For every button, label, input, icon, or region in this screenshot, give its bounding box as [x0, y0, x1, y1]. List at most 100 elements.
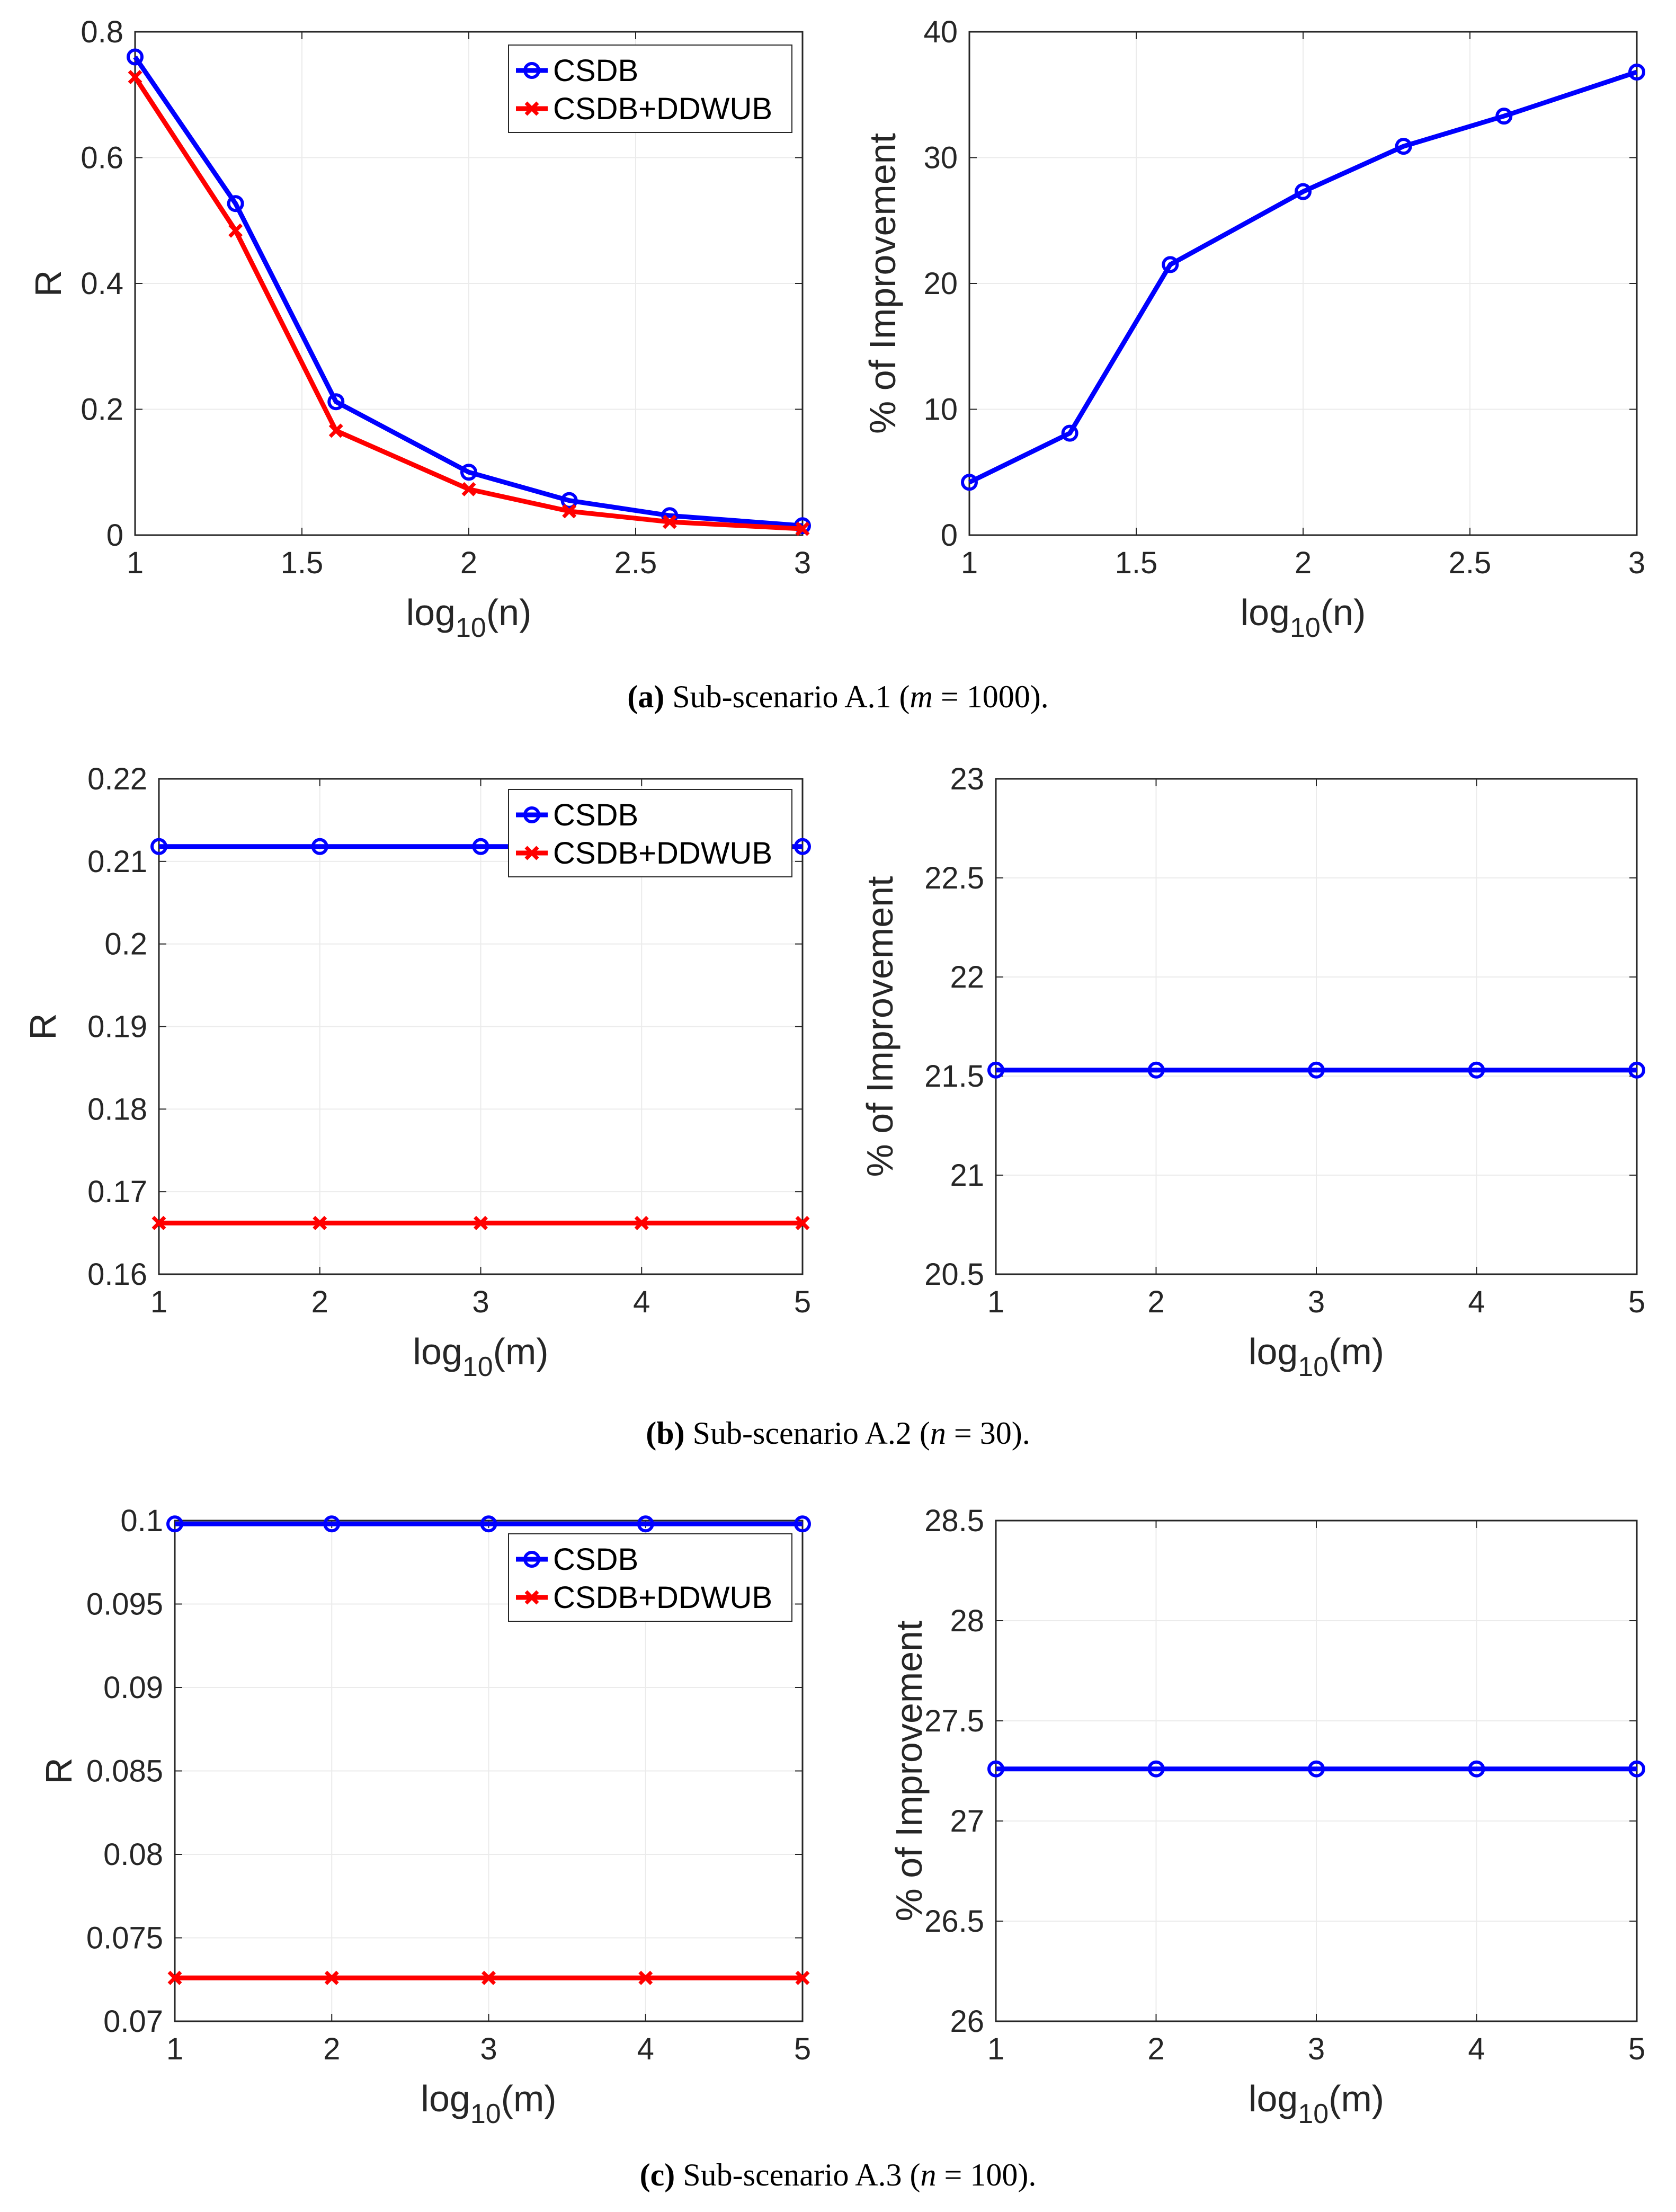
data-point [637, 1515, 654, 1533]
x-tick-label: 2.5 [614, 546, 657, 580]
y-tick-label: 0.09 [103, 1671, 163, 1705]
y-tick-label: 28 [950, 1604, 984, 1638]
y-tick-label: 27 [950, 1804, 984, 1838]
legend-label: CSDB+DDWUB [553, 92, 772, 126]
data-point [472, 838, 489, 855]
legend-marker [523, 1551, 540, 1568]
legend-label: CSDB+DDWUB [553, 836, 772, 870]
x-tick-label: 4 [637, 2032, 654, 2066]
caption-b-text: Sub-scenario A.2 ( [685, 1416, 930, 1451]
x-tick-label: 5 [794, 1285, 811, 1319]
data-point [323, 1515, 341, 1533]
data-point [1628, 1760, 1645, 1778]
data-point [638, 1970, 653, 1985]
data-point [1468, 1760, 1485, 1778]
y-axis-label: R [22, 1013, 64, 1040]
data-point [794, 1515, 811, 1533]
x-tick-label: 2.5 [1449, 546, 1492, 580]
legend-label: CSDB [553, 1542, 638, 1577]
data-point [228, 223, 243, 238]
legend-label: CSDB+DDWUB [553, 1580, 772, 1615]
data-point [328, 423, 343, 438]
y-tick-label: 27.5 [924, 1704, 984, 1738]
legend-box [508, 45, 792, 133]
x-tick-label: 1 [166, 2032, 183, 2066]
data-point [794, 517, 811, 535]
series-line-csdb [133, 55, 803, 528]
y-tick-label: 23 [950, 762, 984, 796]
data-point [1495, 108, 1513, 125]
data-point [461, 482, 476, 496]
x-tick-label: 2 [1295, 546, 1312, 580]
caption-a-letter: (a) [627, 679, 664, 714]
y-tick-label: 0.17 [87, 1175, 147, 1209]
y-tick-label: 0.2 [81, 393, 123, 427]
y-tick-label: 26.5 [924, 1904, 984, 1939]
y-tick-label: 22 [950, 960, 984, 994]
y-axis-label: % of Improvement [862, 133, 903, 434]
x-tick-label: 3 [794, 546, 811, 580]
y-axis-label: % of Improvement [888, 1621, 930, 1922]
data-point [151, 1215, 166, 1230]
caption-c-eq: = 100). [937, 2157, 1037, 2192]
x-tick-label: 4 [1468, 1285, 1485, 1319]
chart-a-left: 1 1.5 2 2.5 3 0 0.2 0.4 0.6 0.8 log10(n) R CSDB CSDB+… [28, 15, 811, 643]
y-tick-label: 21.5 [924, 1059, 984, 1094]
x-tick-label: 5 [1628, 2032, 1645, 2066]
data-point [634, 1215, 649, 1230]
data-point [1308, 1760, 1325, 1778]
x-tick-label: 3 [1628, 546, 1645, 580]
legend-marker [524, 846, 539, 860]
data-point [1395, 138, 1412, 155]
x-tick-label: 2 [460, 546, 477, 580]
data-point [166, 1515, 183, 1533]
data-point [795, 1215, 810, 1230]
y-tick-label: 20.5 [924, 1257, 984, 1292]
y-tick-label: 0.085 [86, 1754, 163, 1789]
data-point [794, 838, 811, 855]
x-tick-label: 5 [1628, 1285, 1645, 1319]
x-tick-label: 1 [150, 1285, 167, 1319]
data-point [1628, 64, 1645, 81]
data-point [1628, 1061, 1645, 1079]
caption-a-var: m [910, 679, 933, 714]
x-axis-label: log10(m) [421, 2078, 556, 2129]
y-tick-label: 20 [923, 266, 958, 301]
legend-marker [523, 62, 540, 79]
chart-c-right: 1 2 3 4 5 26 26.5 27 27.5 28 28.5 log10(m) % of Impr… [888, 1504, 1645, 2129]
data-point [460, 464, 477, 481]
caption-c-letter: (c) [640, 2157, 675, 2192]
y-tick-label: 0.07 [103, 2004, 163, 2039]
x-tick-label: 1 [987, 2032, 1004, 2066]
x-tick-label: 1.5 [281, 546, 324, 580]
axes-frame [995, 778, 1638, 1275]
axes-frame [968, 31, 1638, 536]
data-point [327, 393, 345, 411]
y-tick-label: 0.21 [87, 845, 147, 879]
y-tick-label: 21 [950, 1158, 984, 1193]
y-tick-label: 0.08 [103, 1837, 163, 1872]
data-point [311, 838, 328, 855]
y-axis-label: R [38, 1757, 79, 1784]
caption-b-var: n [930, 1416, 946, 1451]
data-point [150, 838, 167, 855]
data-point [1308, 1061, 1325, 1079]
x-tick-label: 3 [1308, 1285, 1325, 1319]
x-tick-label: 2 [1147, 1285, 1164, 1319]
data-point [1295, 183, 1312, 200]
data-point [1061, 424, 1078, 442]
axes-frame [134, 31, 804, 536]
data-point [1468, 1061, 1485, 1079]
x-tick-label: 3 [480, 2032, 497, 2066]
y-tick-label: 0.8 [81, 15, 123, 49]
caption-c-text: Sub-scenario A.3 ( [675, 2157, 920, 2192]
caption-b-letter: (b) [646, 1416, 684, 1451]
data-point [987, 1061, 1004, 1079]
legend-box [508, 789, 792, 877]
data-point [127, 48, 144, 66]
x-axis-label: log10(m) [413, 1331, 548, 1382]
